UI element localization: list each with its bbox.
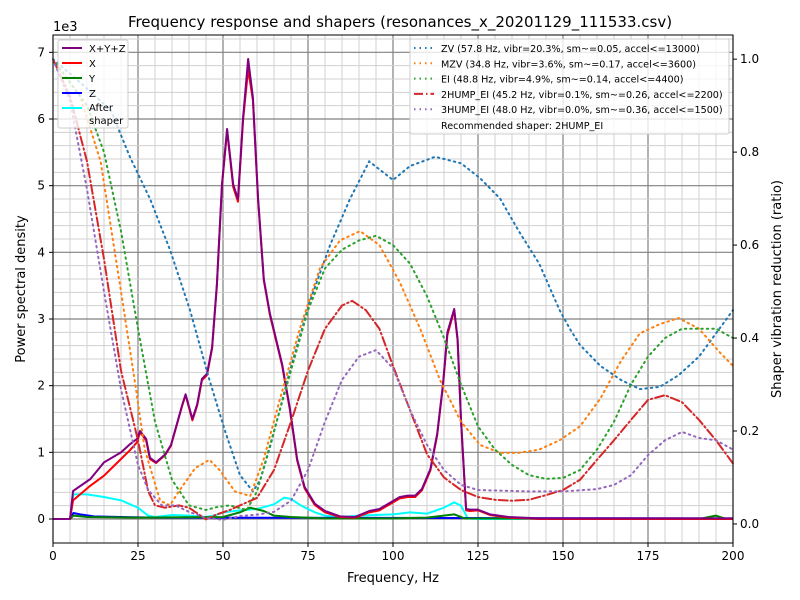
y-tick-label: 2 — [37, 379, 45, 393]
x-tick-label: 0 — [49, 549, 57, 563]
y-axis-label: Power spectral density — [14, 215, 29, 363]
y-tick-label: 5 — [37, 179, 45, 193]
legend-label: X+Y+Z — [89, 44, 126, 55]
x-tick-label: 75 — [300, 549, 315, 563]
y-axis-right-label: Shaper vibration reduction (ratio) — [770, 180, 785, 398]
psd-line-0 — [53, 58, 733, 520]
legend-label: Y — [88, 74, 96, 85]
shaper-line-0 — [52, 58, 734, 494]
y-tick-label: 4 — [37, 245, 45, 259]
legend-label: MZV (34.8 Hz, vibr=3.6%, sm~=0.17, accel… — [441, 59, 696, 70]
legend-label: X — [89, 59, 96, 70]
x-tick-label: 125 — [467, 549, 490, 563]
legend-label: 3HUMP_EI (48.0 Hz, vibr=0.0%, sm~=0.36, … — [441, 105, 723, 116]
y-right-tick-label: 1.0 — [740, 52, 759, 66]
legend-label: ZV (57.8 Hz, vibr=20.3%, sm~=0.05, accel… — [441, 44, 700, 55]
legend-label: EI (48.8 Hz, vibr=4.9%, sm~=0.14, accel<… — [441, 75, 683, 86]
x-tick-label: 100 — [382, 549, 405, 563]
legend-shapers: ZV (57.8 Hz, vibr=20.3%, sm~=0.05, accel… — [409, 38, 730, 135]
legend-box — [409, 38, 730, 135]
x-axis-label: Frequency, Hz — [347, 571, 439, 586]
x-tick-label: 150 — [552, 549, 575, 563]
x-tick-label: 200 — [722, 549, 745, 563]
legend-label: 2HUMP_EI (45.2 Hz, vibr=0.1%, sm~=0.26, … — [441, 90, 723, 101]
y-tick-label: 3 — [37, 312, 45, 326]
psd-line-4 — [53, 493, 733, 520]
axis-ticks: 0 25 50 75 100 125 150 175 200 0 1 2 3 4 5 6 7 0.0 0.2 0.4 0… — [37, 45, 759, 563]
y-right-tick-label: 0.4 — [740, 331, 759, 345]
x-tick-label: 25 — [130, 549, 145, 563]
y-tick-label: 0 — [37, 512, 45, 526]
y-tick-label: 6 — [37, 112, 45, 126]
shaper-line-1 — [52, 58, 734, 507]
legend-psd: X+Y+Z XYZ After shaper — [57, 39, 129, 129]
shaper-line-2 — [52, 58, 734, 512]
y-offset-label: 1e3 — [53, 20, 78, 35]
shaper-line-4 — [52, 58, 734, 521]
y-right-tick-label: 0.2 — [740, 424, 759, 438]
y-right-tick-label: 0.6 — [740, 238, 759, 252]
legend-label: Z — [89, 89, 96, 100]
x-tick-label: 175 — [637, 549, 660, 563]
y-tick-label: 1 — [37, 445, 45, 459]
legend-label: After — [89, 103, 114, 114]
y-tick-label: 7 — [37, 45, 45, 59]
legend-label: shaper — [89, 116, 124, 127]
recommended-shaper-label: Recommended shaper: 2HUMP_EI — [441, 121, 603, 132]
y-right-tick-label: 0.0 — [740, 517, 759, 531]
psd-lines — [53, 58, 734, 520]
x-tick-label: 50 — [215, 549, 230, 563]
chart-title: Frequency response and shapers (resonanc… — [128, 13, 672, 32]
shaper-lines — [52, 58, 734, 521]
shaper-line-3 — [52, 58, 734, 521]
y-right-tick-label: 0.8 — [740, 145, 759, 159]
